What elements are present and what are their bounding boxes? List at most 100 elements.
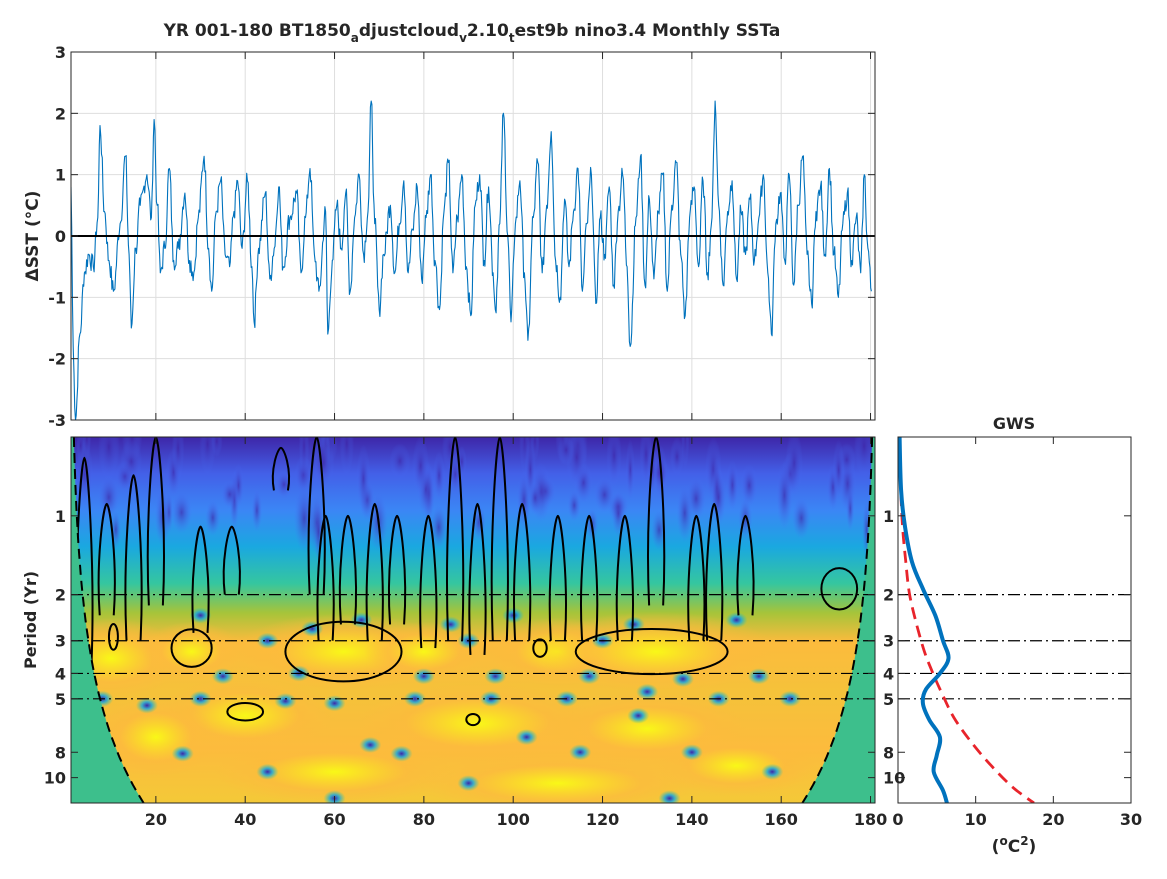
period-tick-label-1: 1 <box>55 507 66 526</box>
hot-patch <box>141 621 242 682</box>
significance-region <box>574 627 729 676</box>
significance-region <box>170 628 213 668</box>
cool-patch <box>251 489 263 532</box>
red-noise-spectrum-line <box>898 437 1035 803</box>
sst-ylabel: ΔSST (°C) <box>23 191 43 282</box>
cool-patch <box>356 444 371 514</box>
cool-patch <box>681 437 690 469</box>
cool-patch <box>567 489 581 521</box>
xtick-label-60: 60 <box>323 810 345 829</box>
cool-patch <box>171 437 185 482</box>
low-power-dot <box>484 668 507 685</box>
chart-title: YR 001-180 BT1850adjustcloudv2.10test9b … <box>163 21 781 45</box>
gws-title: GWS <box>993 414 1035 433</box>
gws-xlabel-deg: o <box>999 834 1007 848</box>
title-suffix: est9b nino3.4 Monthly SSTa <box>515 21 781 41</box>
cool-patch <box>122 437 143 463</box>
significance-region <box>820 567 859 611</box>
low-power-dot <box>189 690 212 707</box>
cool-patch <box>606 437 622 487</box>
cool-patch <box>670 437 684 476</box>
cool-patch <box>726 459 739 511</box>
significance-strand <box>687 514 706 641</box>
gws-xtick-label-20: 20 <box>1042 810 1064 829</box>
global-wavelet-spectrum-line <box>898 437 951 803</box>
xtick-label-120: 120 <box>586 810 619 829</box>
gws-xtick-label-0: 0 <box>892 810 903 829</box>
cool-patch <box>312 437 335 490</box>
significance-region <box>532 638 548 658</box>
significance-region <box>107 622 119 651</box>
coi-boundary-left <box>72 437 145 803</box>
gws-period-tick-label-8: 8 <box>883 743 894 762</box>
significance-strand <box>316 514 335 641</box>
period-tick-label-5: 5 <box>55 690 66 709</box>
significance-strand <box>705 502 724 641</box>
gws-period-tick-label-3: 3 <box>883 632 894 651</box>
cool-patch <box>211 437 223 457</box>
period-tick-label-4: 4 <box>55 664 66 683</box>
significance-strand <box>387 514 407 625</box>
period-tick-label-8: 8 <box>55 743 66 762</box>
cool-patch <box>339 437 354 476</box>
ytick-label-0: 0 <box>55 227 66 246</box>
significance-strand <box>365 502 384 641</box>
period-ylabel: Period (Yr) <box>21 571 40 669</box>
significance-strand <box>419 514 438 649</box>
title-sub2: v <box>459 31 467 45</box>
significance-strand <box>446 437 465 641</box>
gws-xtick-label-30: 30 <box>1120 810 1142 829</box>
gws-xlabel-open: ( <box>992 837 1000 857</box>
cone-of-influence-left <box>71 437 144 803</box>
title-prefix: YR 001-180 BT1850 <box>163 21 351 41</box>
significance-strand <box>222 525 241 595</box>
gws-xlabel-close: ) <box>1029 837 1037 857</box>
sst-ticks: -3 -2 -1 0 1 2 3 <box>48 43 875 430</box>
low-power-dot <box>578 668 601 685</box>
sst-anomaly-line <box>71 100 872 420</box>
cool-patch <box>710 468 727 527</box>
cool-patch <box>221 480 239 509</box>
cool-patch <box>98 475 120 520</box>
cool-patch <box>275 470 293 499</box>
significance-strand <box>647 437 666 606</box>
low-power-dot <box>671 670 694 687</box>
wavelet-ticks: 20 40 60 80 100 120 140 160 180 1 2 3 4 5 8 10 <box>44 437 887 829</box>
gws-period-tick-label-1: 1 <box>883 507 894 526</box>
low-power-dot <box>747 668 770 685</box>
low-power-dot <box>256 632 279 649</box>
low-power-dot <box>256 763 279 780</box>
reference-period-lines <box>71 594 875 700</box>
low-power-dot <box>515 729 538 746</box>
significance-region <box>284 620 403 683</box>
cool-patch <box>524 437 536 502</box>
gws-xlabel: (oC2) <box>992 834 1037 857</box>
significance-strand <box>490 437 509 641</box>
low-power-dot <box>627 707 650 724</box>
ytick-label--2: -2 <box>48 350 66 369</box>
low-power-texture <box>76 437 875 563</box>
cool-patch <box>389 443 411 479</box>
low-power-dot <box>779 690 802 707</box>
cool-patch <box>846 486 855 532</box>
ytick-label-1: 1 <box>55 166 66 185</box>
significance-strand <box>513 502 532 641</box>
ytick-label-3: 3 <box>55 43 66 62</box>
low-power-dot <box>761 763 784 780</box>
cool-patch <box>557 437 575 466</box>
cool-patch <box>430 504 448 550</box>
ytick-label--1: -1 <box>48 288 66 307</box>
cool-patch <box>854 437 875 478</box>
gws-xlabel-sup: 2 <box>1020 834 1028 848</box>
gws-xlabel-c: C <box>1008 837 1020 857</box>
significance-strand <box>615 514 634 641</box>
title-sub1: a <box>351 31 359 45</box>
low-power-dot <box>412 668 435 685</box>
low-power-dot <box>457 775 480 792</box>
cool-patch <box>171 491 193 534</box>
cool-patch <box>412 437 430 496</box>
low-power-dot <box>439 616 462 633</box>
